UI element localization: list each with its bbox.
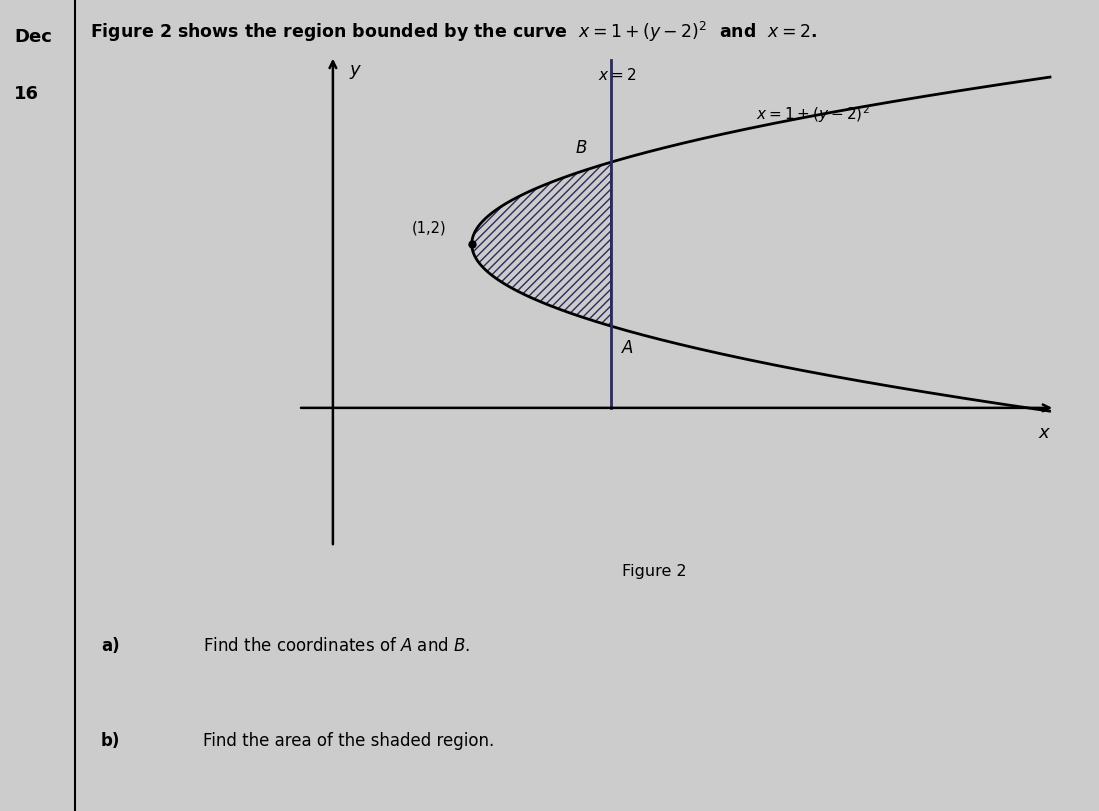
Text: y: y	[349, 61, 360, 79]
Text: a): a)	[101, 637, 120, 654]
Text: Find the coordinates of $A$ and $B$.: Find the coordinates of $A$ and $B$.	[203, 637, 470, 654]
Text: B: B	[576, 139, 587, 157]
Text: b): b)	[101, 732, 121, 749]
Text: A: A	[622, 339, 633, 357]
Text: Dec: Dec	[14, 28, 52, 46]
Text: 16: 16	[14, 85, 40, 103]
Text: Figure 2: Figure 2	[622, 564, 686, 578]
Text: (1,2): (1,2)	[412, 220, 447, 235]
Text: $x=2$: $x=2$	[599, 67, 636, 83]
Text: x: x	[1039, 423, 1050, 441]
Text: Figure 2 shows the region bounded by the curve  $x=1+(y-2)^2$  and  $x=2$.: Figure 2 shows the region bounded by the…	[90, 20, 818, 45]
Text: Find the area of the shaded region.: Find the area of the shaded region.	[203, 732, 495, 749]
Text: $x=1+(y-2)^2$: $x=1+(y-2)^2$	[756, 103, 870, 125]
